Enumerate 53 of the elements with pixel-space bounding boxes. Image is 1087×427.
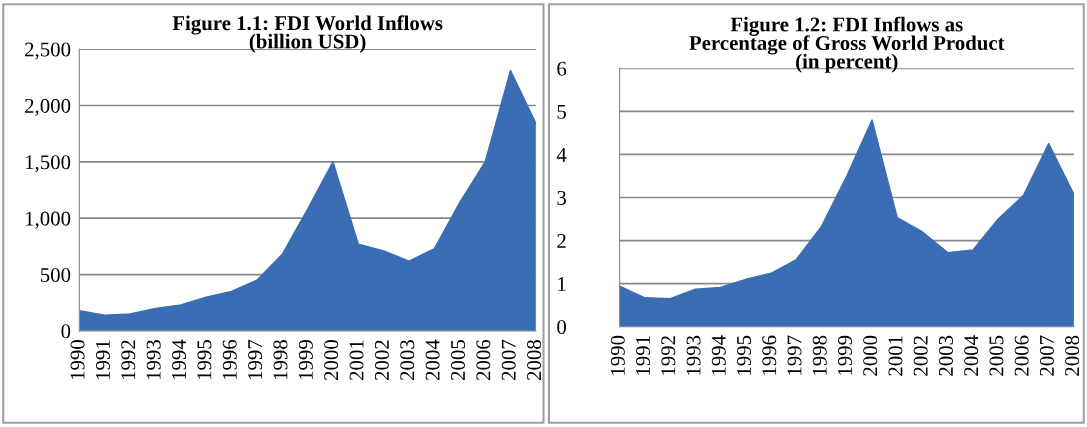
x-tick-label: 1998 [273,340,288,380]
y-tick-label: 2 [557,233,566,248]
y-tick-label: 0 [557,320,567,335]
x-tick-label: 2000 [863,335,878,376]
x-tick-label: 1996 [762,335,777,375]
chart-title: Figure 1.2: FDI Inflows as Percentage of Gross World Product (in percent) [689,16,1005,73]
x-tick-label: 1992 [121,340,136,380]
y-tick-label: 0 [61,324,71,339]
x-tick-label: 1993 [146,340,161,380]
x-tick-label: 1990 [610,335,625,375]
x-tick-label: 1997 [248,339,263,380]
x-tick-label: 2003 [400,340,415,381]
x-tick-label: 2007 [501,339,516,381]
x-tick-label: 1993 [686,335,701,375]
x-tick-label: 2008 [1065,335,1080,376]
x-tick-label: 1990 [70,340,85,380]
x-tick-label: 1994 [711,335,726,375]
x-tick-label: 2005 [989,335,1004,376]
x-tick-label: 1999 [298,340,313,380]
x-tick-label: 2004 [425,339,440,381]
y-tick-label: 1,500 [25,155,71,173]
x-tick-label: 2006 [1014,335,1029,376]
chart-title: Figure 1.1: FDI World Inflows (billion USD) [172,15,443,53]
x-tick-label: 2004 [964,335,979,376]
x-tick-label: 2002 [913,336,928,376]
y-tick-label: 2,000 [25,98,71,116]
x-tick-label: 2001 [349,340,364,381]
x-tick-label: 1997 [787,335,802,375]
x-tick-label: 1995 [197,340,212,380]
x-tick-label: 1994 [172,339,187,380]
y-tick-label: 2,500 [25,42,71,60]
x-tick-label: 1999 [837,335,852,375]
x-tick-label: 2007 [1039,335,1054,376]
x-tick-label: 1996 [222,339,237,380]
y-tick-label: 1 [558,277,566,291]
x-tick-label: 1998 [812,335,827,375]
y-tick-label: 5 [557,104,566,119]
y-tick-label: 4 [556,147,567,162]
x-tick-label: 2003 [938,335,953,376]
x-tick-label: 2008 [527,340,542,381]
x-tick-label: 2000 [324,340,339,381]
y-tick-label: 3 [557,190,566,205]
y-tick-label: 500 [40,267,71,282]
x-tick-label: 2006 [476,339,491,381]
y-tick-label: 1,000 [25,211,71,229]
x-tick-label: 1991 [95,340,110,380]
x-tick-label: 1992 [661,336,676,375]
x-tick-label: 1991 [636,336,651,375]
x-tick-label: 1995 [737,335,752,375]
y-tick-label: 6 [557,61,567,76]
x-tick-label: 2002 [374,340,389,381]
x-tick-label: 2005 [450,340,466,381]
x-tick-label: 2001 [888,336,903,376]
